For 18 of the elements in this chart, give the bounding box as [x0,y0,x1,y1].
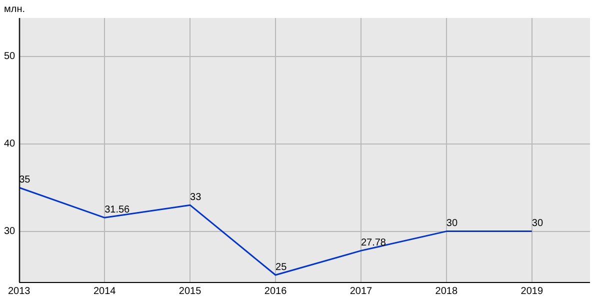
x-tick-label: 2013 [8,286,31,297]
data-label: 35 [19,174,31,186]
x-tick-label: 2014 [93,286,116,297]
data-label: 27.78 [360,237,386,248]
x-tick-label: 2019 [520,286,544,297]
y-tick-label: 30 [4,226,16,238]
x-tick-label: 2017 [350,286,373,297]
data-label: 30 [532,218,544,230]
y-tick-label: 50 [4,51,16,62]
data-label: 31.56 [104,204,130,216]
data-label: 33 [190,192,202,203]
x-tick-label: 2015 [178,286,202,297]
y-tick-label: 40 [4,138,16,150]
x-tick-label: 2016 [264,286,288,297]
data-label: 25 [276,262,288,273]
x-tick-label: 2018 [435,286,458,297]
y-axis-title: млн. [4,4,26,15]
data-label: 30 [446,218,458,230]
